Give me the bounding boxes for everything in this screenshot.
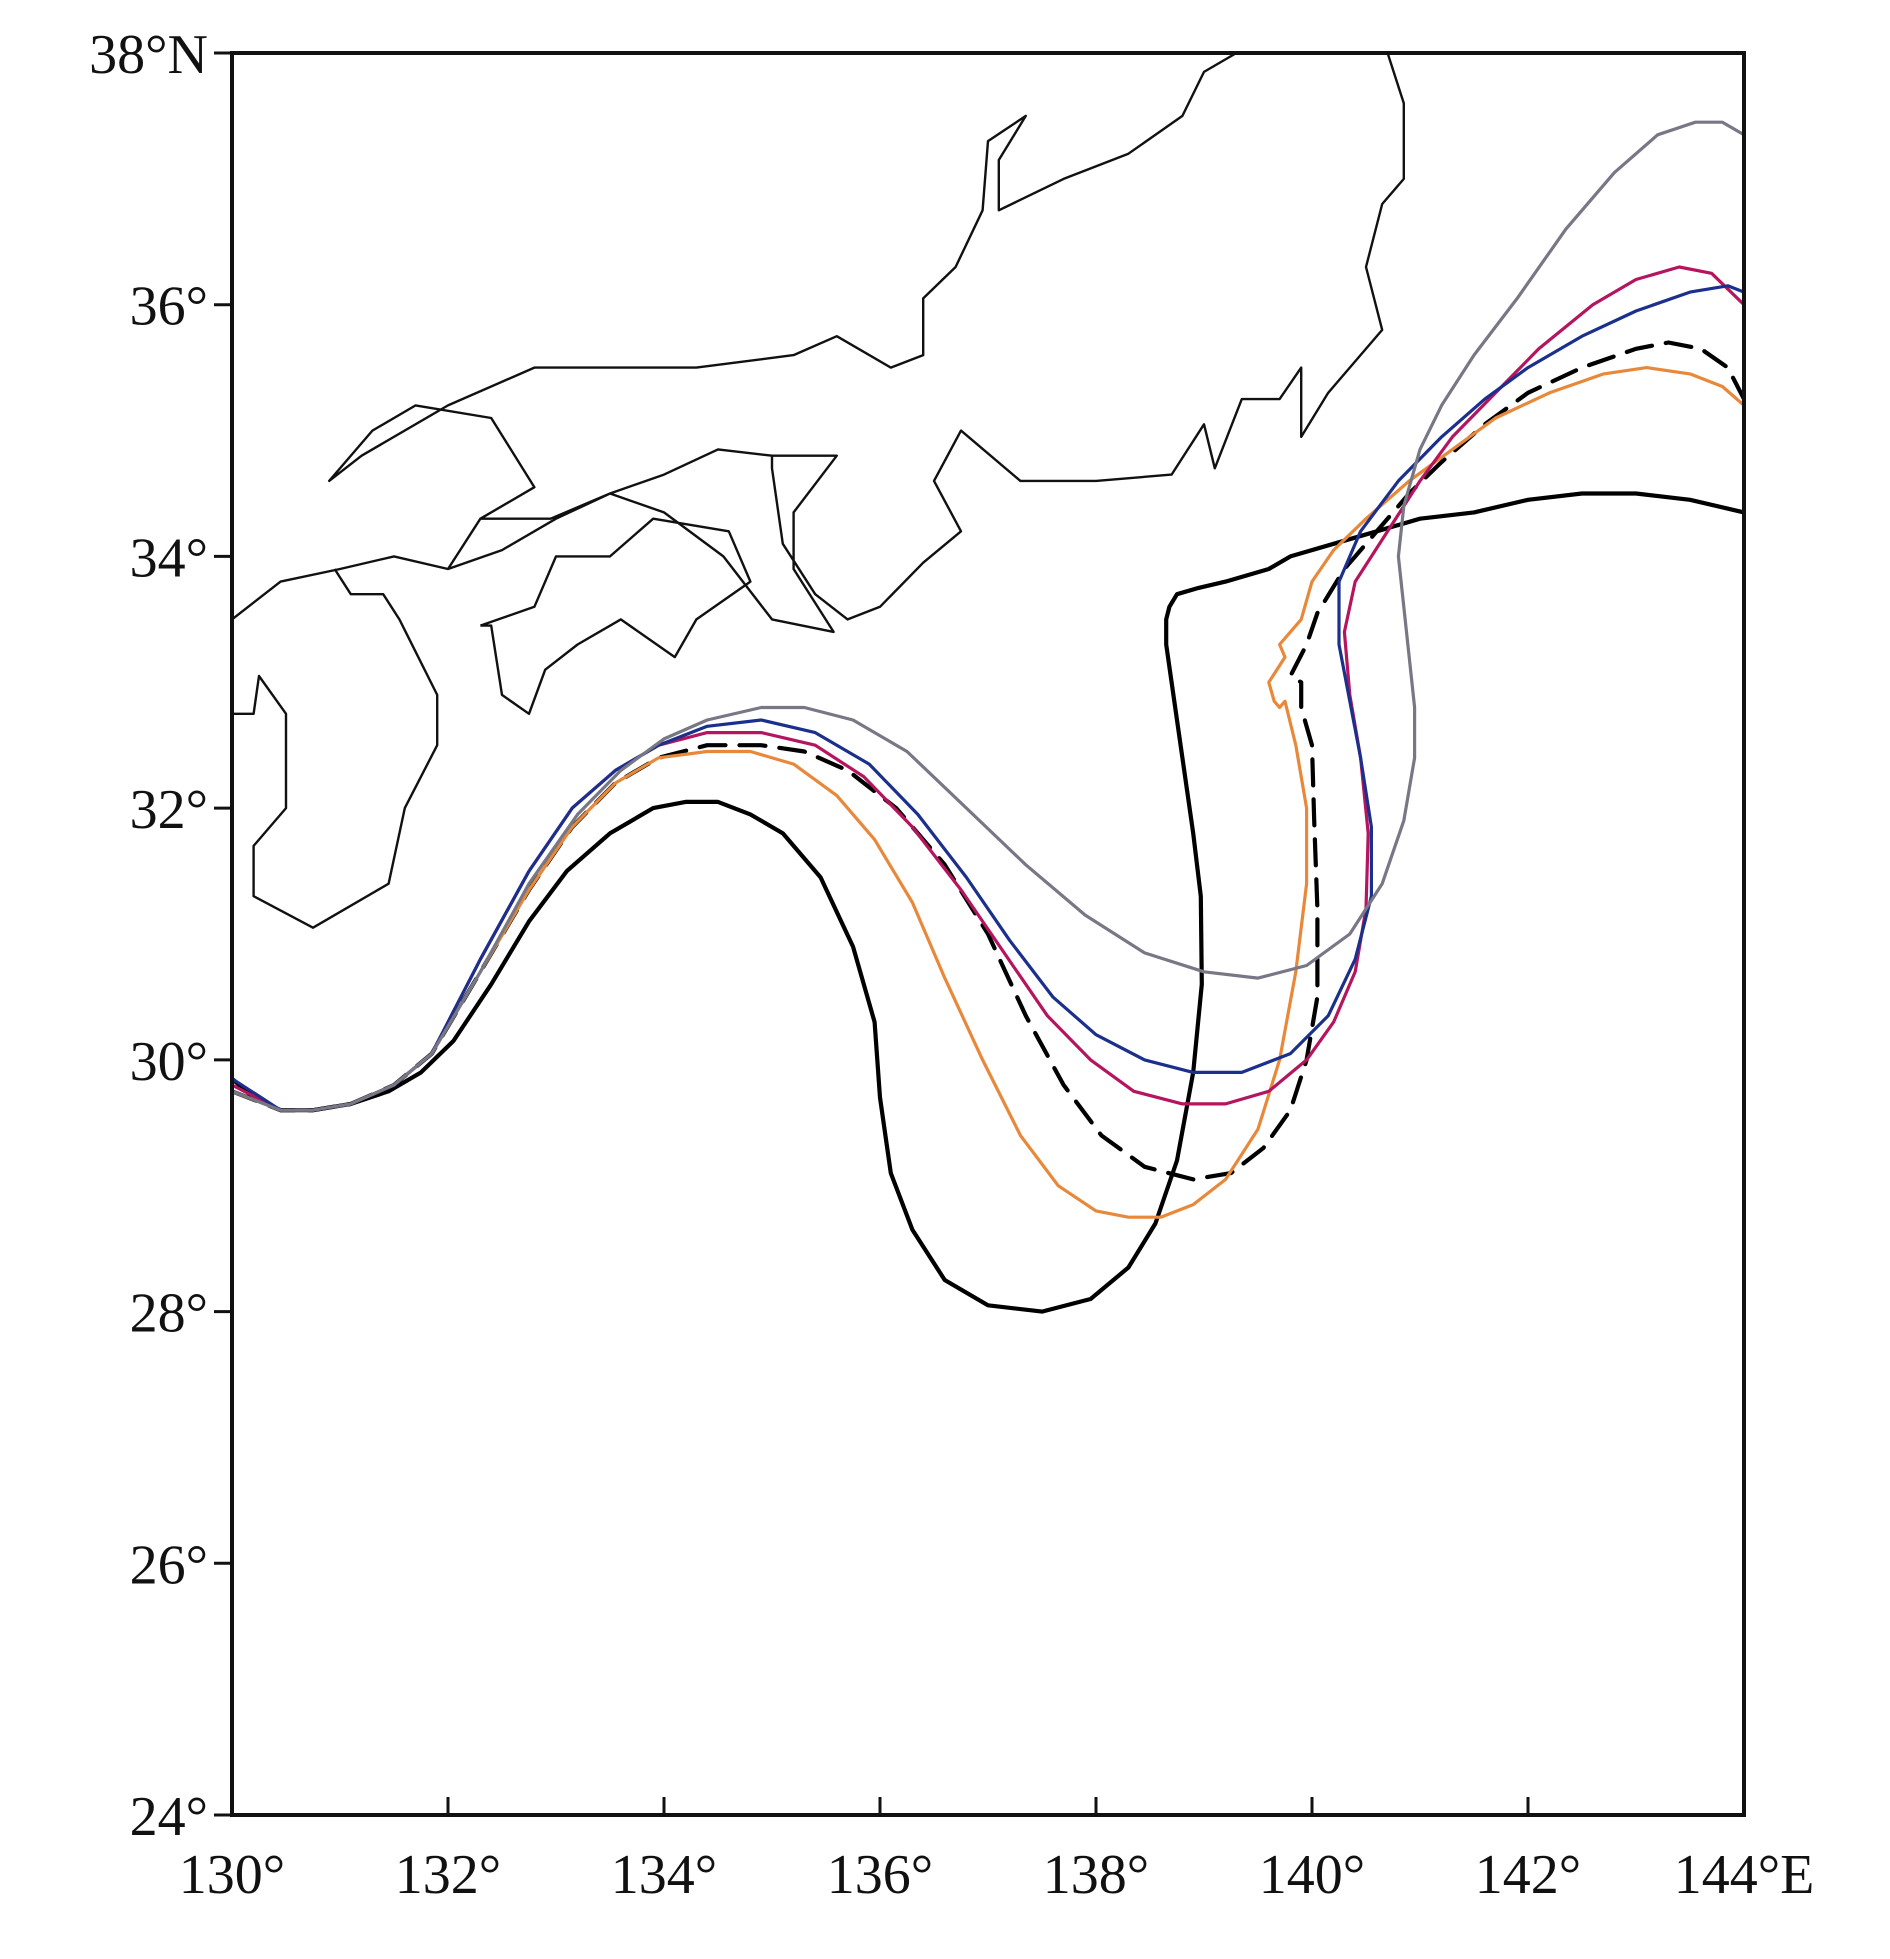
x-tick-label: 136° [827,1844,933,1906]
coastline-2 [232,568,439,929]
y-tick-label: 38°N [89,24,208,86]
y-tick-label: 32° [130,779,208,841]
x-tick-label: 144°E [1674,1844,1815,1906]
series-line-5 [232,284,1744,1112]
y-tick-label: 30° [130,1031,208,1093]
series-line-1 [232,491,1744,1314]
coastline-3 [480,517,752,715]
plot-frame [230,51,1746,1817]
y-tick-label: 34° [130,527,208,589]
y-tick-label: 26° [130,1534,208,1596]
y-tick-label: 24° [130,1786,208,1848]
y-tick-label: 36° [130,276,208,338]
x-tick-label: 140° [1259,1844,1365,1906]
series-line-3 [232,366,1744,1219]
x-tick-label: 134° [611,1844,717,1906]
y-tick-label: 28° [130,1283,208,1345]
y-axis: 24° 26° 28° 30° 32° 34° 36° 38°N [89,24,232,1848]
x-tick-label: 130° [179,1844,285,1906]
series-line-2 [232,340,1744,1182]
x-tick-label: 142° [1475,1844,1581,1906]
series-line-6 [232,120,1744,1112]
x-tick-label: 138° [1043,1844,1149,1906]
x-tick-label: 132° [395,1844,501,1906]
coastline-1 [232,53,1405,634]
coastline-layer [232,53,1405,929]
series-layer [232,120,1744,1314]
x-axis: 130° 132° 134° 136° 138° 140° 142° 144°E [179,1797,1815,1906]
